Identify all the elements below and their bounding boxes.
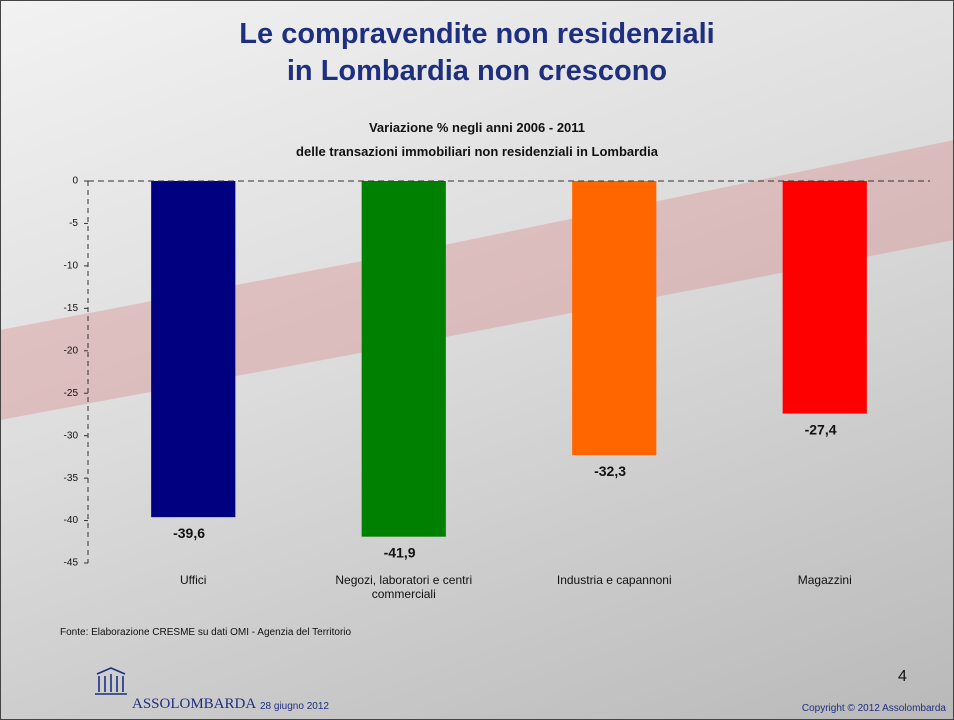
y-tick-label: 0 (72, 176, 78, 187)
slide: 0 -5 -10 -15 -20 -25 -30 -35 -40 -45 -39,6 -41,9 -32… (0, 0, 954, 720)
date: 28 giugno 2012 (260, 701, 329, 712)
bar (572, 181, 656, 455)
y-tick-label: -45 (64, 558, 79, 569)
logo-text: ASSOLOMBARDA (132, 696, 256, 713)
bar (362, 181, 446, 537)
chart: 0 -5 -10 -15 -20 -25 -30 -35 -40 -45 -39,6 -41,9 -32… (0, 0, 954, 720)
y-tick-label: -35 (64, 473, 79, 484)
x-tick-label: Industria e capannoni (519, 573, 709, 587)
y-tick-label: -30 (64, 430, 79, 441)
chart-title: delle transazioni immobiliari non reside… (0, 144, 954, 159)
value-label: -39,6 (173, 525, 205, 541)
slide-title: in Lombardia non crescono (0, 55, 954, 88)
value-label: -41,9 (384, 544, 416, 560)
y-tick-label: -25 (64, 388, 79, 399)
x-tick-label: Magazzini (730, 573, 920, 587)
logo-icon (95, 668, 127, 694)
y-tick-label: -20 (64, 345, 79, 356)
x-tick-label: Negozi, laboratori e centri commerciali (309, 573, 499, 601)
value-label: -27,4 (805, 421, 837, 437)
slide-title: Le compravendite non residenziali (0, 18, 954, 51)
x-tick-label: Uffici (98, 573, 288, 587)
chart-title: Variazione % negli anni 2006 - 2011 (0, 120, 954, 135)
value-label: -32,3 (594, 463, 626, 479)
copyright: Copyright © 2012 Assolombarda (802, 703, 946, 714)
bar (151, 181, 235, 517)
source-note: Fonte: Elaborazione CRESME su dati OMI -… (60, 627, 351, 638)
y-tick-label: -5 (69, 218, 78, 229)
page-number: 4 (898, 668, 907, 686)
y-tick-label: -10 (64, 261, 79, 272)
y-tick-label: -40 (64, 515, 79, 526)
bar (783, 181, 867, 414)
y-tick-label: -15 (64, 303, 79, 314)
